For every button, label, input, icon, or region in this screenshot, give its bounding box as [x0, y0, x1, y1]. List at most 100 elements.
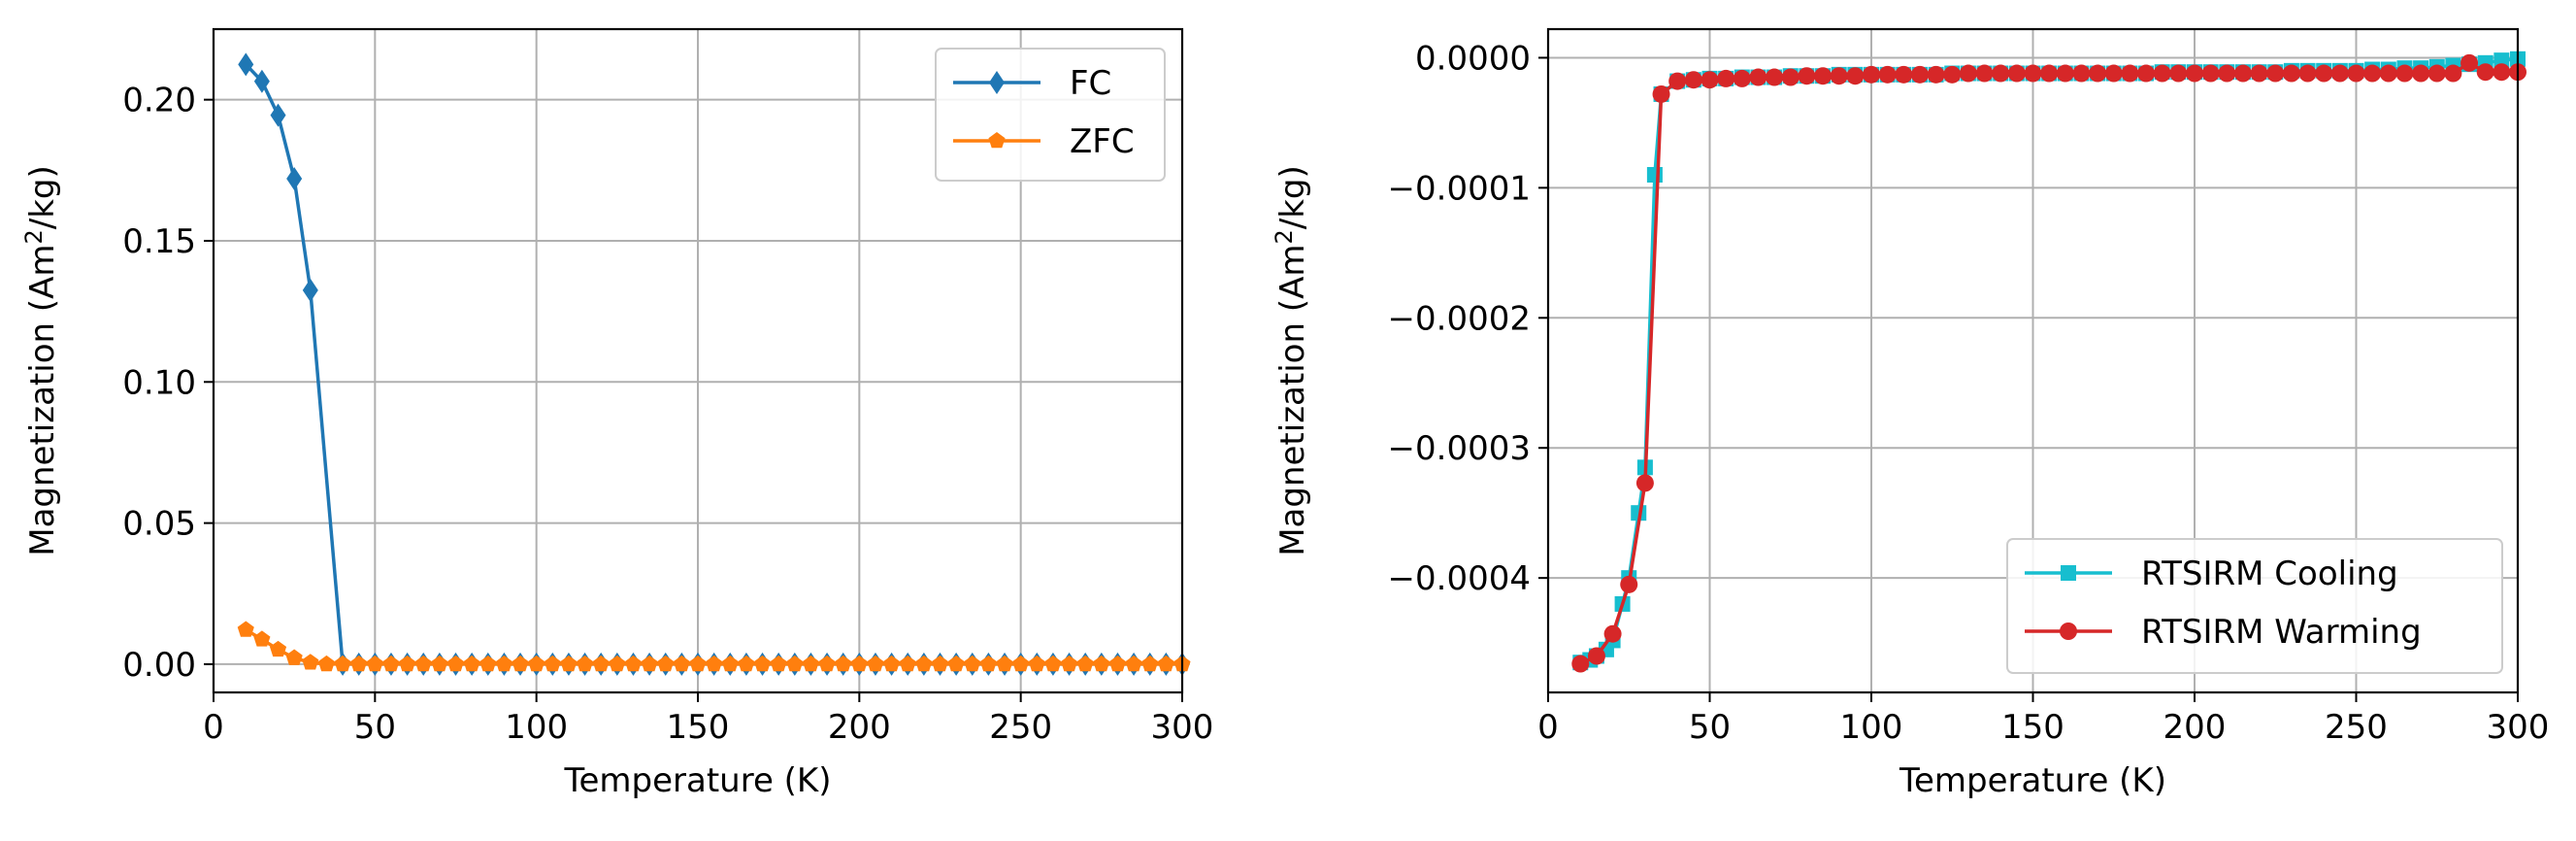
data-point [2250, 64, 2268, 83]
data-point [1814, 67, 1833, 85]
data-point [334, 655, 351, 672]
data-point [1571, 655, 1590, 673]
data-point [2315, 64, 2333, 83]
y-tick-label: 0.15 [122, 222, 196, 261]
data-point [2460, 53, 2479, 72]
x-axis-ticks: 0 50 100 150 200 250 300 [1537, 692, 2549, 747]
x-tick-label: 250 [989, 708, 1052, 747]
x-tick-label: 0 [1537, 708, 1559, 747]
data-point [286, 167, 303, 191]
data-point [446, 655, 465, 672]
data-point [2395, 64, 2414, 83]
x-tick-label: 300 [1151, 708, 1214, 747]
legend: RTSIRM Cooling RTSIRM Warming [2006, 538, 2503, 674]
data-point [706, 655, 723, 672]
x-tick-label: 200 [828, 708, 891, 747]
data-point [1927, 65, 1945, 84]
data-point [996, 655, 1013, 672]
data-point [1766, 68, 1784, 86]
legend-label: RTSIRM Cooling [2141, 555, 2398, 593]
data-point [317, 655, 335, 672]
data-point [1992, 64, 2010, 83]
data-point [237, 621, 254, 637]
data-point [1684, 71, 1702, 89]
data-point [2379, 64, 2397, 83]
data-point [899, 655, 916, 672]
data-point [2007, 64, 2026, 83]
data-point [1076, 655, 1094, 672]
data-point [2040, 64, 2059, 83]
data-point [964, 655, 981, 672]
y-tick-label: −0.0003 [1388, 429, 1531, 468]
data-point [2153, 64, 2171, 83]
data-point [528, 655, 545, 672]
data-point [495, 655, 512, 672]
x-tick-label: 0 [203, 708, 224, 747]
x-tick-label: 100 [505, 708, 568, 747]
x-tick-label: 100 [1840, 708, 1903, 747]
data-point [721, 655, 739, 672]
x-tick-label: 200 [2163, 708, 2227, 747]
y-axis-ticks: 0.00 0.05 0.10 0.15 0.20 [122, 82, 214, 685]
data-point [1846, 67, 1865, 85]
data-point [2121, 64, 2139, 83]
data-point [689, 655, 707, 672]
data-point [2330, 64, 2349, 83]
legend: FC ZFC [935, 48, 1166, 182]
data-point [979, 655, 997, 672]
data-point [770, 655, 787, 672]
data-point [1668, 72, 1687, 90]
y-axis-label: Magnetization (Am2/kg) [1271, 165, 1312, 556]
data-point [867, 655, 884, 672]
series-group [237, 52, 1191, 676]
y-tick-label: 0.05 [122, 505, 196, 544]
data-point [1603, 624, 1622, 643]
data-point [835, 655, 852, 672]
data-point [2218, 64, 2236, 83]
data-point [253, 630, 271, 647]
data-point [1108, 655, 1127, 672]
data-point [2104, 64, 2123, 83]
data-point [2201, 64, 2220, 83]
data-point [931, 655, 949, 672]
data-point [1878, 65, 1897, 84]
data-point [2493, 63, 2511, 82]
data-point [2363, 64, 2382, 83]
y-tick-label: −0.0004 [1388, 559, 1531, 598]
data-point [1028, 655, 1045, 672]
data-point [641, 655, 658, 672]
data-point [753, 655, 772, 672]
data-point [657, 655, 675, 672]
data-point [1830, 67, 1848, 85]
data-point [1061, 655, 1078, 672]
y-tick-label: 0.0000 [1415, 39, 1531, 78]
legend-marker [2061, 565, 2076, 581]
data-point [1749, 68, 1767, 86]
x-axis-label: Temperature (K) [563, 761, 831, 800]
data-point [1701, 71, 1719, 89]
data-point [1717, 69, 1735, 87]
y-axis-ticks: 0.0000 −0.0001 −0.0002 −0.0003 −0.0004 [1388, 39, 1548, 598]
data-point [350, 655, 368, 672]
data-point [366, 655, 383, 672]
legend-box [2006, 538, 2503, 674]
data-point [2072, 64, 2091, 83]
data-point [802, 655, 819, 672]
data-point [947, 655, 965, 672]
data-point [1620, 575, 1638, 593]
y-tick-label: 0.20 [122, 82, 196, 120]
data-point [1798, 67, 1816, 85]
legend-label: FC [1070, 64, 1111, 103]
data-point [512, 655, 529, 672]
legend-marker [2060, 622, 2077, 640]
data-point [609, 655, 626, 672]
data-point [1635, 474, 1654, 492]
legend-label: RTSIRM Warming [2141, 613, 2422, 652]
data-point [850, 655, 868, 672]
data-point [1157, 655, 1174, 672]
data-point [414, 655, 432, 672]
data-point [431, 655, 448, 672]
y-tick-label: 0.00 [122, 646, 196, 685]
data-point [1910, 65, 1929, 84]
